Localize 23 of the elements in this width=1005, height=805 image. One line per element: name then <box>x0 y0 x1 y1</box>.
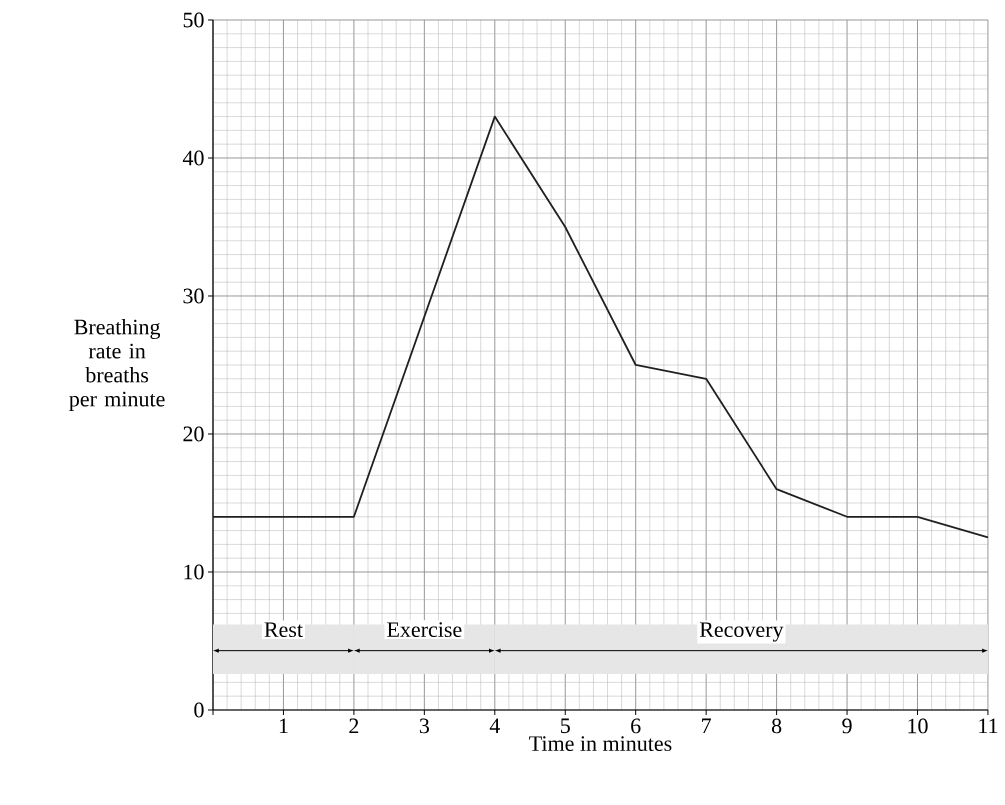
band-label: Recovery <box>699 622 784 642</box>
x-tick-label: 11 <box>979 718 998 734</box>
y-tick-label: 0 <box>194 702 204 718</box>
line-series <box>212 115 989 539</box>
x-tick-label: 7 <box>702 718 712 733</box>
x-axis-title: Time in minutes <box>529 736 672 752</box>
y-tick-label: 20 <box>183 426 204 442</box>
x-tick-label: 9 <box>842 718 852 734</box>
x-tick-label: 6 <box>631 718 641 734</box>
band-label: Exercise <box>387 622 462 638</box>
x-tick-label: 3 <box>419 718 429 734</box>
x-tick-label: 1 <box>279 718 288 734</box>
y-axis-title: Breathing rate in breaths per minute <box>69 319 165 411</box>
y-tick-label: 10 <box>184 564 204 580</box>
y-tick-label: 50 <box>183 12 204 28</box>
x-tick-label: 4 <box>489 718 500 733</box>
x-tick-label: 10 <box>908 718 928 734</box>
y-tick-label: 30 <box>183 288 204 304</box>
y-tick-label: 40 <box>182 150 204 166</box>
x-tick-label: 2 <box>349 718 359 734</box>
x-tick-label: 5 <box>561 718 570 734</box>
band-label: Rest <box>264 622 303 638</box>
x-tick-label: 8 <box>771 718 782 734</box>
